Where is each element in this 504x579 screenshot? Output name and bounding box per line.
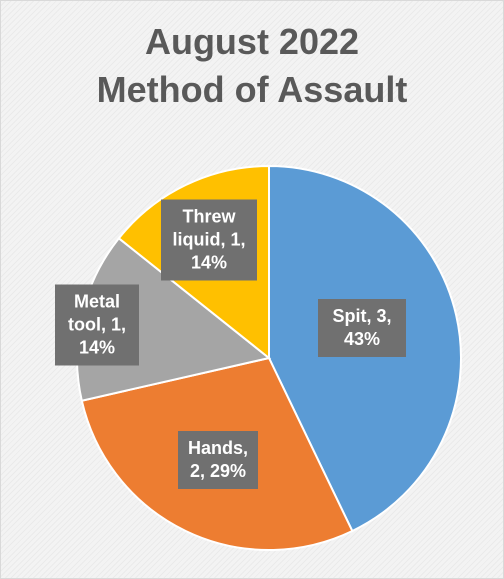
data-label-text: Hands, — [188, 438, 248, 458]
data-label-threw-liquid: Threw liquid, 1, 14% — [161, 199, 257, 281]
data-label-text: 14% — [191, 253, 227, 273]
data-label-hands: Hands, 2, 29% — [178, 431, 258, 489]
data-label-text: tool, 1, — [68, 315, 126, 335]
data-label-text: Spit, 3, — [332, 306, 391, 326]
chart-title-line-1: August 2022 — [144, 21, 360, 62]
data-label-box — [178, 431, 258, 489]
data-label-box — [161, 199, 257, 281]
chart-title-line-2: Method of Assault — [96, 69, 408, 110]
data-label-box — [55, 284, 139, 366]
data-label-box — [318, 299, 406, 357]
data-label-text: Threw — [182, 207, 236, 227]
data-label-text: 14% — [79, 338, 115, 358]
data-label-text: liquid, 1, — [172, 230, 245, 250]
data-label-spit: Spit, 3, 43% — [318, 299, 406, 357]
chart-title: August 2022 Method of Assault — [0, 18, 504, 114]
data-label-text: Metal — [74, 292, 120, 312]
data-label-text: 43% — [344, 329, 380, 349]
data-label-metal-tool: Metal tool, 1, 14% — [55, 284, 139, 366]
data-label-text: 2, 29% — [190, 461, 246, 481]
